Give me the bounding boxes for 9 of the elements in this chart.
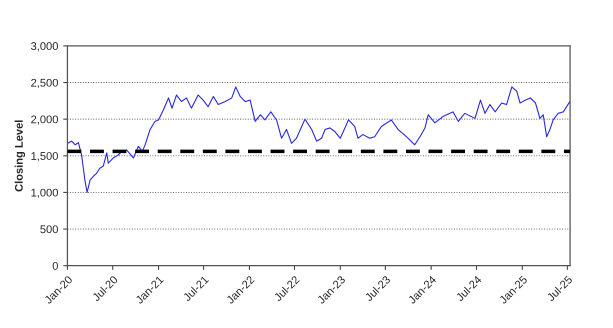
- y-tick-label: 2,000: [31, 115, 58, 125]
- y-tick-label: 2,500: [31, 78, 58, 88]
- y-tick-label: 3,000: [31, 42, 58, 52]
- y-tick-label: 1,000: [31, 188, 58, 198]
- y-tick-label: 1,500: [31, 152, 58, 162]
- y-axis-title: Closing Level: [14, 120, 26, 192]
- y-tick-label: 0: [52, 262, 58, 270]
- y-tick-label: 500: [40, 225, 58, 234]
- line-series: [67, 86, 570, 193]
